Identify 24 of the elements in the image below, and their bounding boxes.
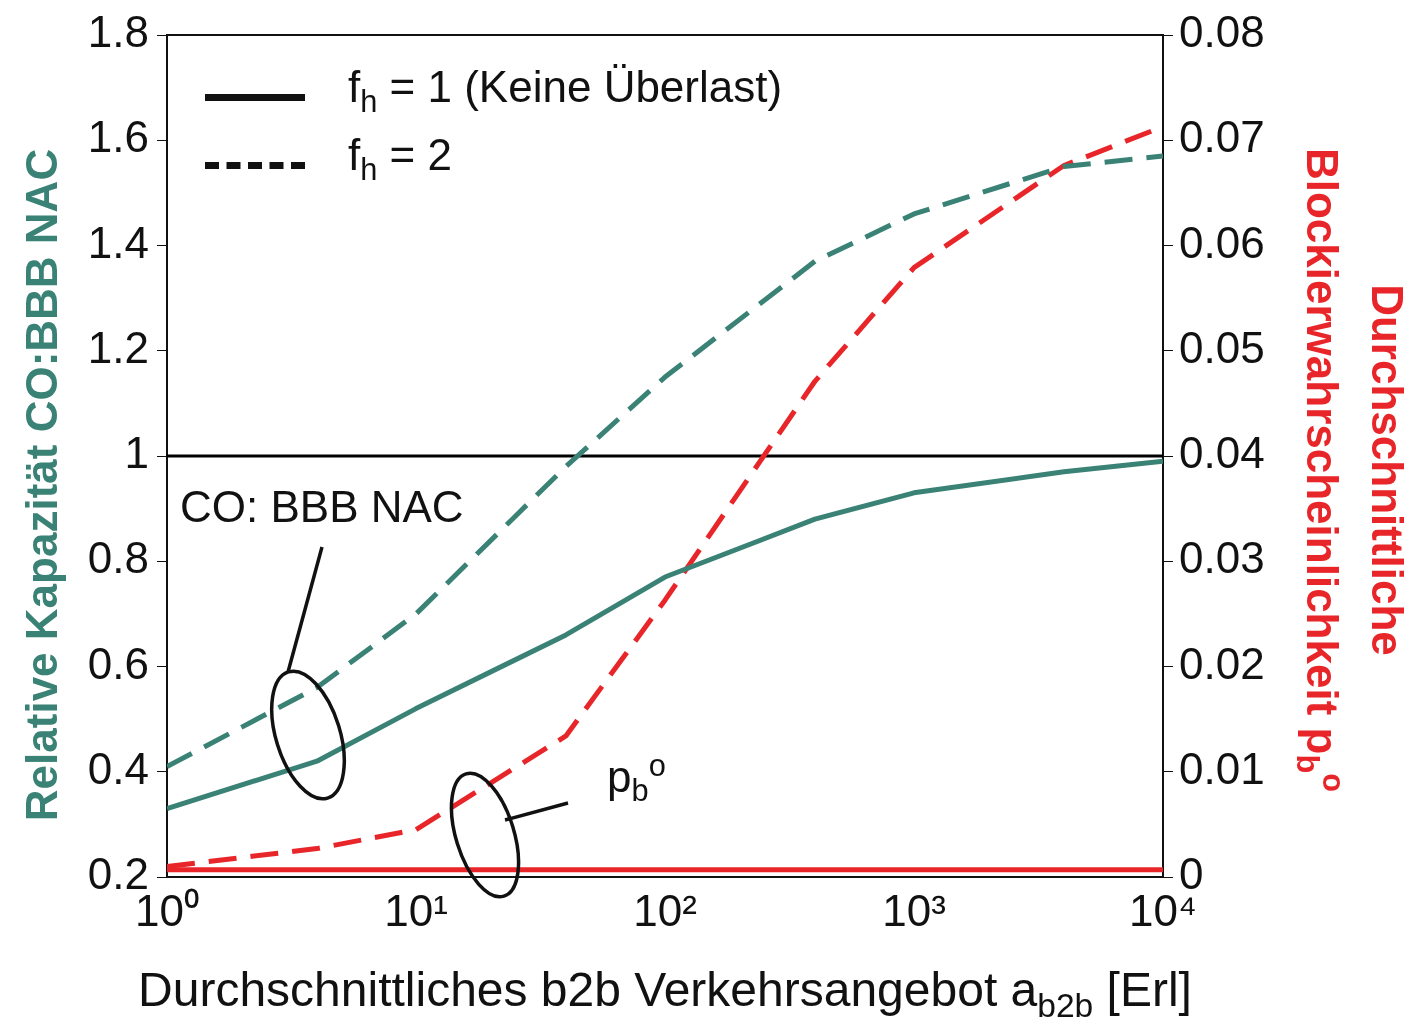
y-tick-label: 0.6 (87, 638, 149, 688)
x-tick-label: 10² (633, 885, 697, 935)
y2-tick-label: 0.06 (1179, 217, 1265, 267)
y2-tick-label: 0.05 (1179, 322, 1265, 372)
y2-tick-label: 0.07 (1179, 112, 1265, 162)
y2-tick-label: 0.04 (1179, 428, 1265, 478)
annotation: CO: BBB NAC (180, 482, 464, 532)
annotation: f$_{h}$ = 1 (Keine Überlast) (348, 62, 783, 120)
y-tick-label: 1.6 (87, 112, 149, 162)
y2-tick-label: 0.01 (1179, 743, 1265, 793)
y-tick-label: 1 (124, 428, 149, 478)
y-tick-label: 1.2 (87, 322, 149, 372)
y-axis-title: Relative Kapazität CO:BBB NAC (17, 148, 67, 822)
annotation: f$_{h}$ = 2 (348, 130, 452, 188)
y2-tick-label: 0.08 (1179, 7, 1265, 57)
y-tick-label: 0.8 (87, 533, 149, 583)
y-tick-label: 0.4 (87, 743, 149, 793)
x-tick-label: 10³ (882, 885, 946, 935)
y2-tick-label: 0.02 (1179, 638, 1265, 688)
x-axis-title: Durchschnittliches b2b Verkehrsangebot a$_{b2b}$ [Erl] (138, 962, 1192, 1025)
y2-tick-label: 0.03 (1179, 533, 1265, 583)
x-tick-label: 10¹ (384, 885, 448, 935)
y-tick-label: 1.8 (87, 7, 149, 57)
y-tick-label: 1.4 (87, 217, 149, 267)
